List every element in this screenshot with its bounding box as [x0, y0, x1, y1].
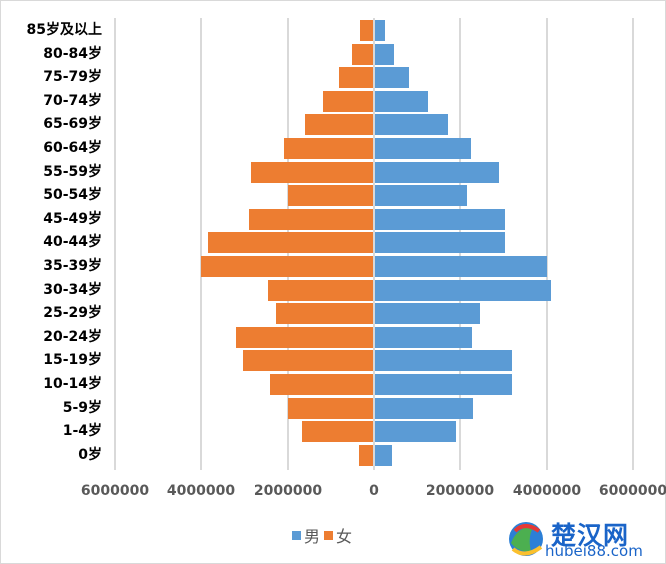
gridline: [200, 18, 202, 470]
bar-female: [270, 374, 374, 395]
legend: 男 女: [292, 523, 356, 547]
bar-female: [284, 138, 374, 159]
bar-male: [375, 421, 456, 443]
gridline: [546, 18, 548, 470]
bar-male: [375, 208, 505, 230]
bar-male: [375, 279, 552, 301]
bar-female: [302, 421, 374, 443]
legend-male-swatch: [292, 530, 301, 540]
category-label: 70-74岁: [43, 92, 102, 109]
legend-female-label: 女: [336, 527, 353, 546]
legend-male-label: 男: [304, 527, 321, 546]
category-label: 25-29岁: [43, 305, 102, 322]
bar-male: [375, 303, 481, 325]
bar-male: [375, 185, 468, 207]
zero-axis-line: [373, 18, 375, 470]
bar-female: [242, 350, 374, 372]
category-label: 15-19岁: [43, 352, 102, 369]
bar-male: [375, 326, 472, 348]
bar-male: [375, 67, 410, 89]
legend-female-swatch: [324, 530, 334, 540]
bar-female: [201, 256, 374, 277]
gridline: [632, 18, 634, 470]
bar-female: [236, 326, 374, 348]
bar-female: [352, 43, 374, 65]
bar-male: [375, 444, 392, 466]
bar-female: [268, 279, 374, 301]
watermark-logo: 楚汉网 hubei88.com: [505, 516, 665, 562]
watermark-name: 楚汉网: [551, 521, 630, 550]
bar-female: [275, 303, 374, 325]
bar-male: [375, 232, 505, 254]
watermark-url: hubei88.com: [545, 542, 643, 560]
bar-male: [375, 138, 471, 159]
bar-male: [375, 374, 513, 395]
category-label: 1-4岁: [62, 423, 102, 440]
bar-female: [287, 397, 374, 419]
category-label: 45-49岁: [43, 210, 102, 227]
bar-female: [360, 20, 374, 41]
x-tick-label: 2000000: [425, 483, 495, 499]
bar-female: [251, 161, 374, 183]
bar-male: [375, 43, 395, 65]
bar-female: [339, 67, 374, 89]
bar-male: [375, 114, 449, 136]
category-label: 55-59岁: [43, 163, 102, 180]
category-label: 30-34岁: [43, 281, 102, 298]
bar-female: [304, 114, 374, 136]
category-label: 35-39岁: [43, 258, 102, 274]
category-label: 60-64岁: [43, 140, 102, 156]
x-tick-label: 6000000: [598, 483, 666, 499]
category-label: 20-24岁: [43, 328, 102, 345]
category-label: 80-84岁: [43, 45, 102, 62]
category-label: 65-69岁: [43, 116, 102, 133]
bar-male: [375, 161, 500, 183]
category-label: 40-44岁: [43, 234, 102, 251]
category-label: 85岁及以上: [26, 22, 102, 38]
bar-male: [375, 397, 474, 419]
bar-female: [287, 185, 374, 207]
x-tick-label: 2000000: [253, 483, 323, 499]
x-tick-label: 4000000: [512, 483, 582, 499]
bar-male: [375, 90, 429, 112]
bar-male: [375, 350, 513, 372]
category-label: 50-54岁: [43, 187, 102, 204]
category-label: 75-79岁: [43, 69, 102, 86]
x-tick-label: 4000000: [166, 483, 236, 499]
category-label: 0岁: [78, 446, 102, 463]
x-tick-label: 6000000: [80, 483, 150, 499]
bar-male: [375, 256, 548, 277]
category-label: 5-9岁: [62, 399, 102, 416]
gridline: [114, 18, 116, 470]
bar-male: [375, 20, 385, 41]
globe-logo-icon: [509, 522, 543, 556]
bar-female: [322, 90, 374, 112]
bar-female: [248, 208, 374, 230]
x-tick-label: 0: [369, 483, 379, 499]
bar-female: [358, 444, 374, 466]
category-label: 10-14岁: [43, 376, 102, 392]
bar-female: [207, 232, 374, 254]
